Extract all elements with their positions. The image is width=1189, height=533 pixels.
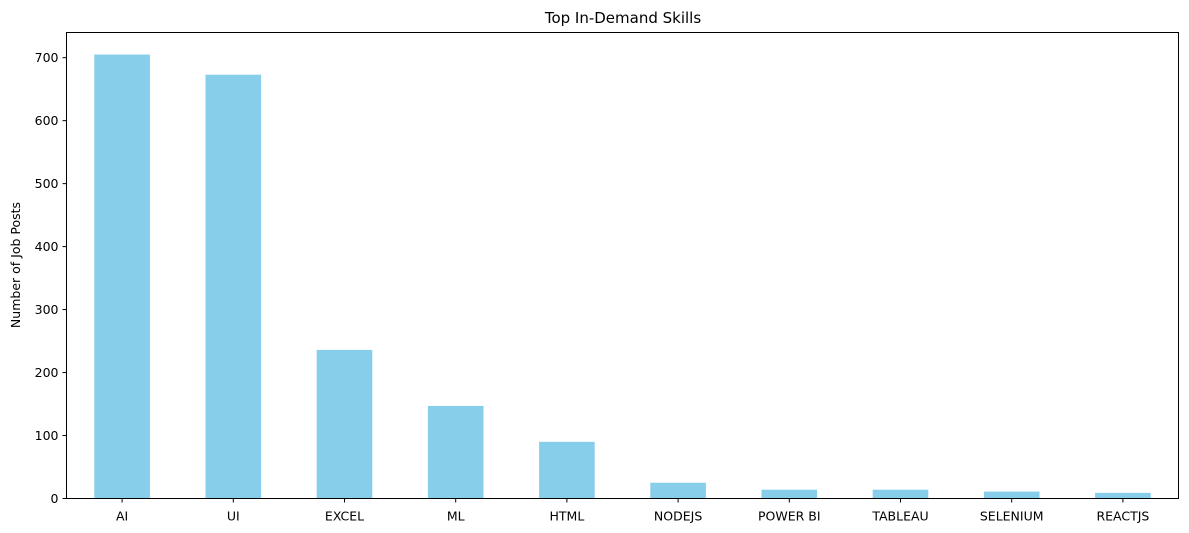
bar-ml	[427, 405, 484, 499]
x-tick-label: ML	[447, 509, 465, 524]
bar-tableau	[872, 489, 929, 499]
x-tick-label: UI	[227, 509, 240, 524]
bar-excel	[316, 349, 373, 499]
y-tick-label: 400	[35, 239, 59, 254]
x-tick-label: POWER BI	[758, 509, 821, 524]
y-axis-label: Number of Job Posts	[8, 202, 23, 328]
x-axis-ticks: AI UI EXCEL ML HTML NODEJS POWER BI TABLEAU SELE…	[116, 498, 1149, 524]
bar-ai	[94, 54, 150, 499]
x-tick-label: TABLEAU	[871, 509, 928, 524]
y-tick-label: 600	[35, 113, 59, 128]
bar-nodejs	[650, 482, 706, 499]
x-tick-label: AI	[116, 509, 128, 524]
x-tick-label: SELENIUM	[980, 509, 1044, 524]
plot-frame	[66, 32, 1179, 499]
y-tick-label: 500	[35, 176, 59, 191]
bars-group	[94, 54, 1151, 499]
bar-reactjs	[1095, 492, 1151, 499]
y-tick-label: 300	[35, 302, 59, 317]
bar-power-bi	[761, 489, 818, 499]
bar-selenium	[983, 491, 1040, 499]
bar-html	[539, 441, 595, 499]
y-tick-label: 700	[35, 50, 59, 65]
x-tick-label: NODEJS	[654, 509, 702, 524]
y-axis-ticks: 0 100 200 300 400 500 600 700	[35, 50, 67, 506]
y-tick-label: 200	[35, 365, 59, 380]
y-tick-label: 0	[51, 491, 59, 506]
x-tick-label: REACTJS	[1096, 509, 1149, 524]
x-tick-label: EXCEL	[325, 509, 364, 524]
y-tick-label: 100	[35, 428, 59, 443]
x-tick-label: HTML	[550, 509, 585, 524]
bar-ui	[205, 74, 262, 499]
chart-title: Top In-Demand Skills	[544, 9, 702, 27]
